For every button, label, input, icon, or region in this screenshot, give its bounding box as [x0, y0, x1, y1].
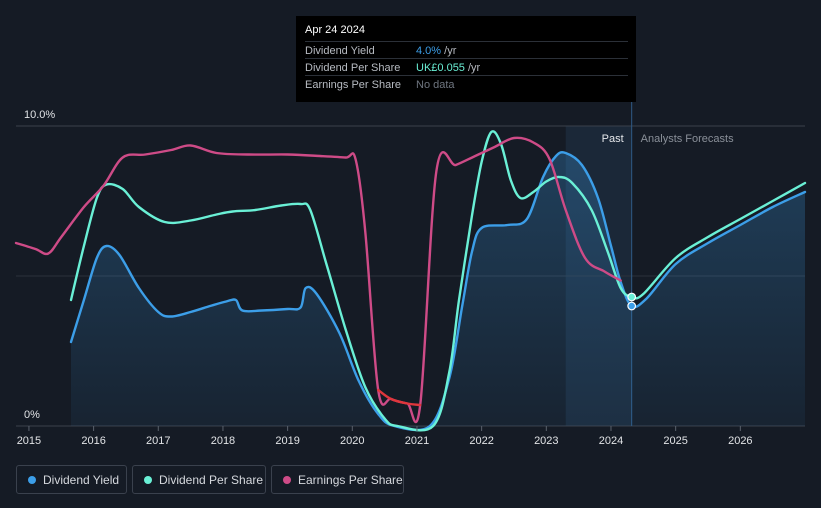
x-tick-label: 2026 [728, 435, 752, 447]
legend-dot-icon [144, 476, 152, 484]
dividend-yield-area [71, 152, 805, 431]
tooltip-value: UK£0.055 [416, 62, 465, 74]
tooltip-value: No data [416, 79, 455, 91]
tooltip-unit: /yr [464, 62, 481, 74]
earnings-per-share-line [14, 136, 622, 424]
tooltip-row-dividend-yield: Dividend Yield 4.0% /yr [305, 41, 628, 59]
legend-dot-icon [283, 476, 291, 484]
past-label: Past [602, 133, 624, 145]
tooltip-unit: /yr [441, 45, 457, 57]
x-tick-label: 2017 [146, 435, 170, 447]
tooltip-value: 4.0% [416, 45, 442, 57]
hover-tooltip: Apr 24 2024 Dividend Yield 4.0% /yr Divi… [296, 16, 636, 102]
y-tick-label-top: 10.0% [24, 109, 55, 121]
dividend-per-share-line [69, 130, 807, 432]
tooltip-label: Dividend Yield [305, 45, 375, 57]
legend-dividend-yield[interactable]: Dividend Yield [16, 465, 127, 494]
legend-label: Earnings Per Share [298, 473, 403, 487]
y-tick-label-bottom: 0% [24, 409, 40, 421]
tooltip-date: Apr 24 2024 [305, 24, 365, 36]
tooltip-row-earnings-per-share: Earnings Per Share No data [305, 75, 628, 93]
plot-area [14, 100, 807, 432]
tooltip-label: Earnings Per Share [305, 79, 401, 91]
legend-dot-icon [28, 476, 36, 484]
legend-label: Dividend Per Share [159, 473, 264, 487]
x-tick-label: 2022 [469, 435, 493, 447]
x-tick-label: 2019 [275, 435, 299, 447]
x-tick-label: 2025 [663, 435, 687, 447]
tooltip-label: Dividend Per Share [305, 62, 401, 74]
x-tick-label: 2015 [17, 435, 41, 447]
legend-dividend-per-share[interactable]: Dividend Per Share [132, 465, 266, 494]
forecast-label: Analysts Forecasts [641, 133, 734, 145]
x-tick-label: 2024 [599, 435, 623, 447]
x-tick-label: 2023 [534, 435, 558, 447]
tooltip-row-dividend-per-share: Dividend Per Share UK£0.055 /yr [305, 58, 628, 76]
x-tick-label: 2021 [405, 435, 429, 447]
legend-label: Dividend Yield [43, 473, 120, 487]
x-tick-label: 2020 [340, 435, 364, 447]
x-tick-label: 2016 [81, 435, 105, 447]
x-axis-ticks: 2015 2016 2017 2018 2019 2020 2021 2022 2023 2024… [17, 426, 753, 447]
x-tick-label: 2018 [211, 435, 235, 447]
earnings-per-share-negative-segment [377, 388, 422, 407]
legend-earnings-per-share[interactable]: Earnings Per Share [271, 465, 404, 494]
dividend-per-share-marker [627, 292, 637, 302]
dividend-yield-marker [627, 301, 637, 311]
